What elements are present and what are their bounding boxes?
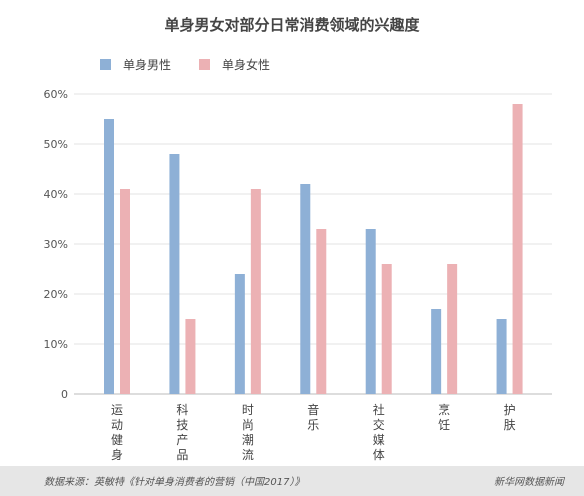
y-tick-label: 0 bbox=[61, 388, 68, 401]
y-tick-label: 50% bbox=[44, 138, 68, 151]
x-tick-label: 交 bbox=[373, 417, 385, 432]
x-tick-label: 产 bbox=[176, 433, 188, 447]
x-tick-label: 饪 bbox=[438, 418, 450, 432]
x-tick-label: 科 bbox=[176, 403, 188, 417]
chart-legend: 单身男性 单身女性 bbox=[100, 56, 298, 73]
chart-title: 单身男女对部分日常消费领域的兴趣度 bbox=[164, 16, 420, 34]
x-tick-label: 社 bbox=[373, 402, 385, 417]
bar-female bbox=[316, 229, 327, 394]
x-tick-label: 潮 bbox=[242, 432, 254, 447]
legend-item-female: 单身女性 bbox=[199, 56, 270, 73]
x-tick-label: 时 bbox=[242, 403, 254, 417]
legend-swatch-male bbox=[100, 59, 111, 70]
legend-label-male: 单身男性 bbox=[123, 58, 172, 72]
bar-male bbox=[169, 154, 180, 394]
x-tick-label: 音 bbox=[307, 402, 319, 417]
bar-female bbox=[120, 189, 130, 394]
x-tick-label: 品 bbox=[176, 448, 188, 462]
bar-male bbox=[234, 274, 245, 394]
x-tick-label: 身 bbox=[111, 447, 123, 462]
x-tick-label: 肤 bbox=[504, 417, 516, 432]
legend-label-female: 单身女性 bbox=[222, 58, 271, 72]
x-tick-label: 尚 bbox=[242, 418, 254, 432]
bar-female bbox=[185, 319, 196, 394]
y-tick-label: 60% bbox=[44, 88, 68, 101]
x-tick-label: 健 bbox=[111, 433, 123, 447]
y-tick-label: 10% bbox=[44, 338, 68, 351]
x-tick-label: 动 bbox=[111, 418, 123, 432]
footer-source: 数据来源：英敏特《针对单身消费者的营销（中国2017）》 bbox=[44, 477, 305, 488]
x-tick-label: 乐 bbox=[307, 418, 319, 432]
legend-swatch-female bbox=[199, 59, 211, 70]
y-tick-label: 30% bbox=[44, 238, 68, 251]
bar-male bbox=[431, 309, 442, 394]
x-tick-label: 烹 bbox=[438, 402, 450, 417]
x-tick-label: 媒 bbox=[373, 433, 385, 447]
bar-male bbox=[496, 319, 507, 394]
x-tick-label: 体 bbox=[373, 448, 385, 462]
y-tick-label: 40% bbox=[44, 188, 68, 201]
footer-bar: 数据来源：英敏特《针对单身消费者的营销（中国2017）》 新华网数据新闻 bbox=[0, 466, 584, 496]
bar-female bbox=[250, 189, 261, 394]
bar-male bbox=[365, 229, 376, 394]
x-tick-label: 技 bbox=[176, 418, 188, 432]
bar-female bbox=[512, 104, 523, 394]
x-tick-label: 护 bbox=[504, 403, 516, 417]
bar-male bbox=[300, 184, 311, 394]
bar-female bbox=[381, 264, 392, 394]
bar-male bbox=[104, 119, 114, 394]
y-tick-label: 20% bbox=[44, 288, 68, 301]
footer-brand: 新华网数据新闻 bbox=[494, 477, 564, 488]
x-tick-label: 流 bbox=[242, 448, 254, 462]
x-tick-label: 运 bbox=[111, 403, 123, 417]
bar-female bbox=[447, 264, 458, 394]
legend-item-male: 单身男性 bbox=[100, 56, 171, 73]
